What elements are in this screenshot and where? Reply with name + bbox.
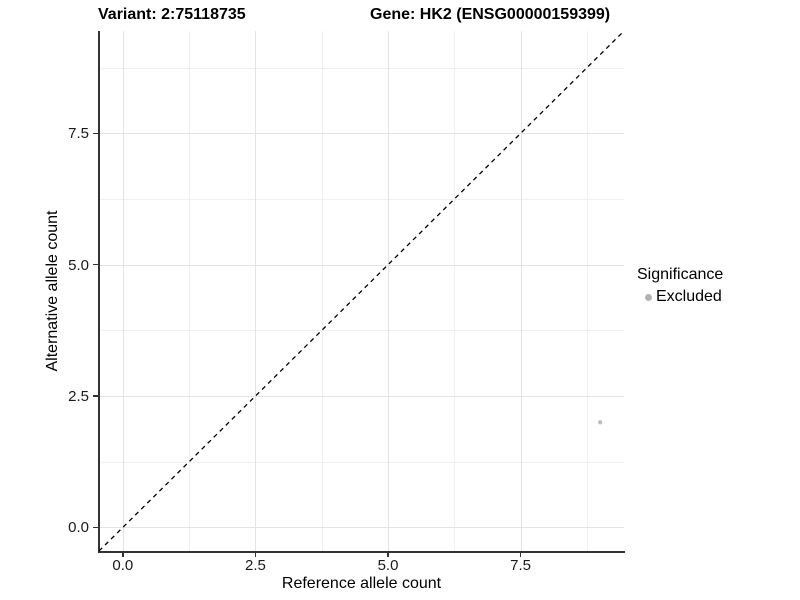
x-tick-label: 2.5 bbox=[245, 557, 266, 574]
x-tick-mark bbox=[387, 552, 389, 557]
legend: Significance Excluded bbox=[637, 266, 723, 306]
x-minor-gridline bbox=[321, 31, 323, 551]
x-tick-label: 5.0 bbox=[377, 557, 399, 574]
y-tick-label: 0.0 bbox=[68, 519, 89, 537]
x-major-gridline bbox=[255, 31, 257, 551]
y-minor-gridline bbox=[99, 461, 624, 463]
x-tick-label: 0.0 bbox=[112, 557, 134, 574]
x-axis-title: Reference allele count bbox=[281, 575, 442, 592]
data-point bbox=[597, 420, 603, 425]
y-tick-mark bbox=[93, 395, 98, 397]
y-axis-title: Alternative allele count bbox=[44, 210, 61, 372]
x-major-gridline bbox=[520, 31, 522, 551]
x-axis-line bbox=[97, 550, 625, 553]
y-minor-gridline bbox=[99, 330, 624, 332]
y-major-gridline bbox=[99, 264, 624, 266]
y-minor-gridline bbox=[99, 199, 624, 201]
legend-title: Significance bbox=[637, 266, 724, 283]
x-major-gridline bbox=[122, 31, 124, 551]
y-tick-label: 7.5 bbox=[68, 125, 89, 143]
x-major-gridline bbox=[388, 31, 389, 551]
legend-item-excluded: Excluded bbox=[637, 288, 723, 306]
y-minor-gridline bbox=[99, 67, 624, 69]
y-axis-line bbox=[97, 31, 100, 553]
y-tick-mark bbox=[93, 263, 98, 266]
x-tick-mark bbox=[122, 552, 124, 557]
y-major-gridline bbox=[99, 133, 624, 135]
x-tick-label: 7.5 bbox=[510, 557, 531, 574]
variant-title: Variant: 2:75118735 bbox=[98, 6, 246, 23]
y-tick-label: 2.5 bbox=[68, 388, 89, 406]
y-tick-mark bbox=[93, 132, 98, 135]
x-tick-mark bbox=[519, 552, 522, 557]
y-tick-label: 5.0 bbox=[68, 256, 89, 274]
y-major-gridline bbox=[99, 527, 624, 529]
excluded-point-icon bbox=[645, 293, 652, 301]
identity-reference-line bbox=[98, 30, 625, 552]
x-minor-gridline bbox=[586, 31, 588, 551]
y-major-gridline bbox=[99, 396, 624, 398]
gene-title: Gene: HK2 (ENSG00000159399) bbox=[370, 6, 611, 23]
y-tick-mark bbox=[93, 526, 98, 529]
x-minor-gridline bbox=[454, 31, 456, 551]
x-tick-mark bbox=[254, 552, 257, 557]
x-minor-gridline bbox=[189, 31, 191, 551]
legend-item-label: Excluded bbox=[656, 288, 722, 305]
